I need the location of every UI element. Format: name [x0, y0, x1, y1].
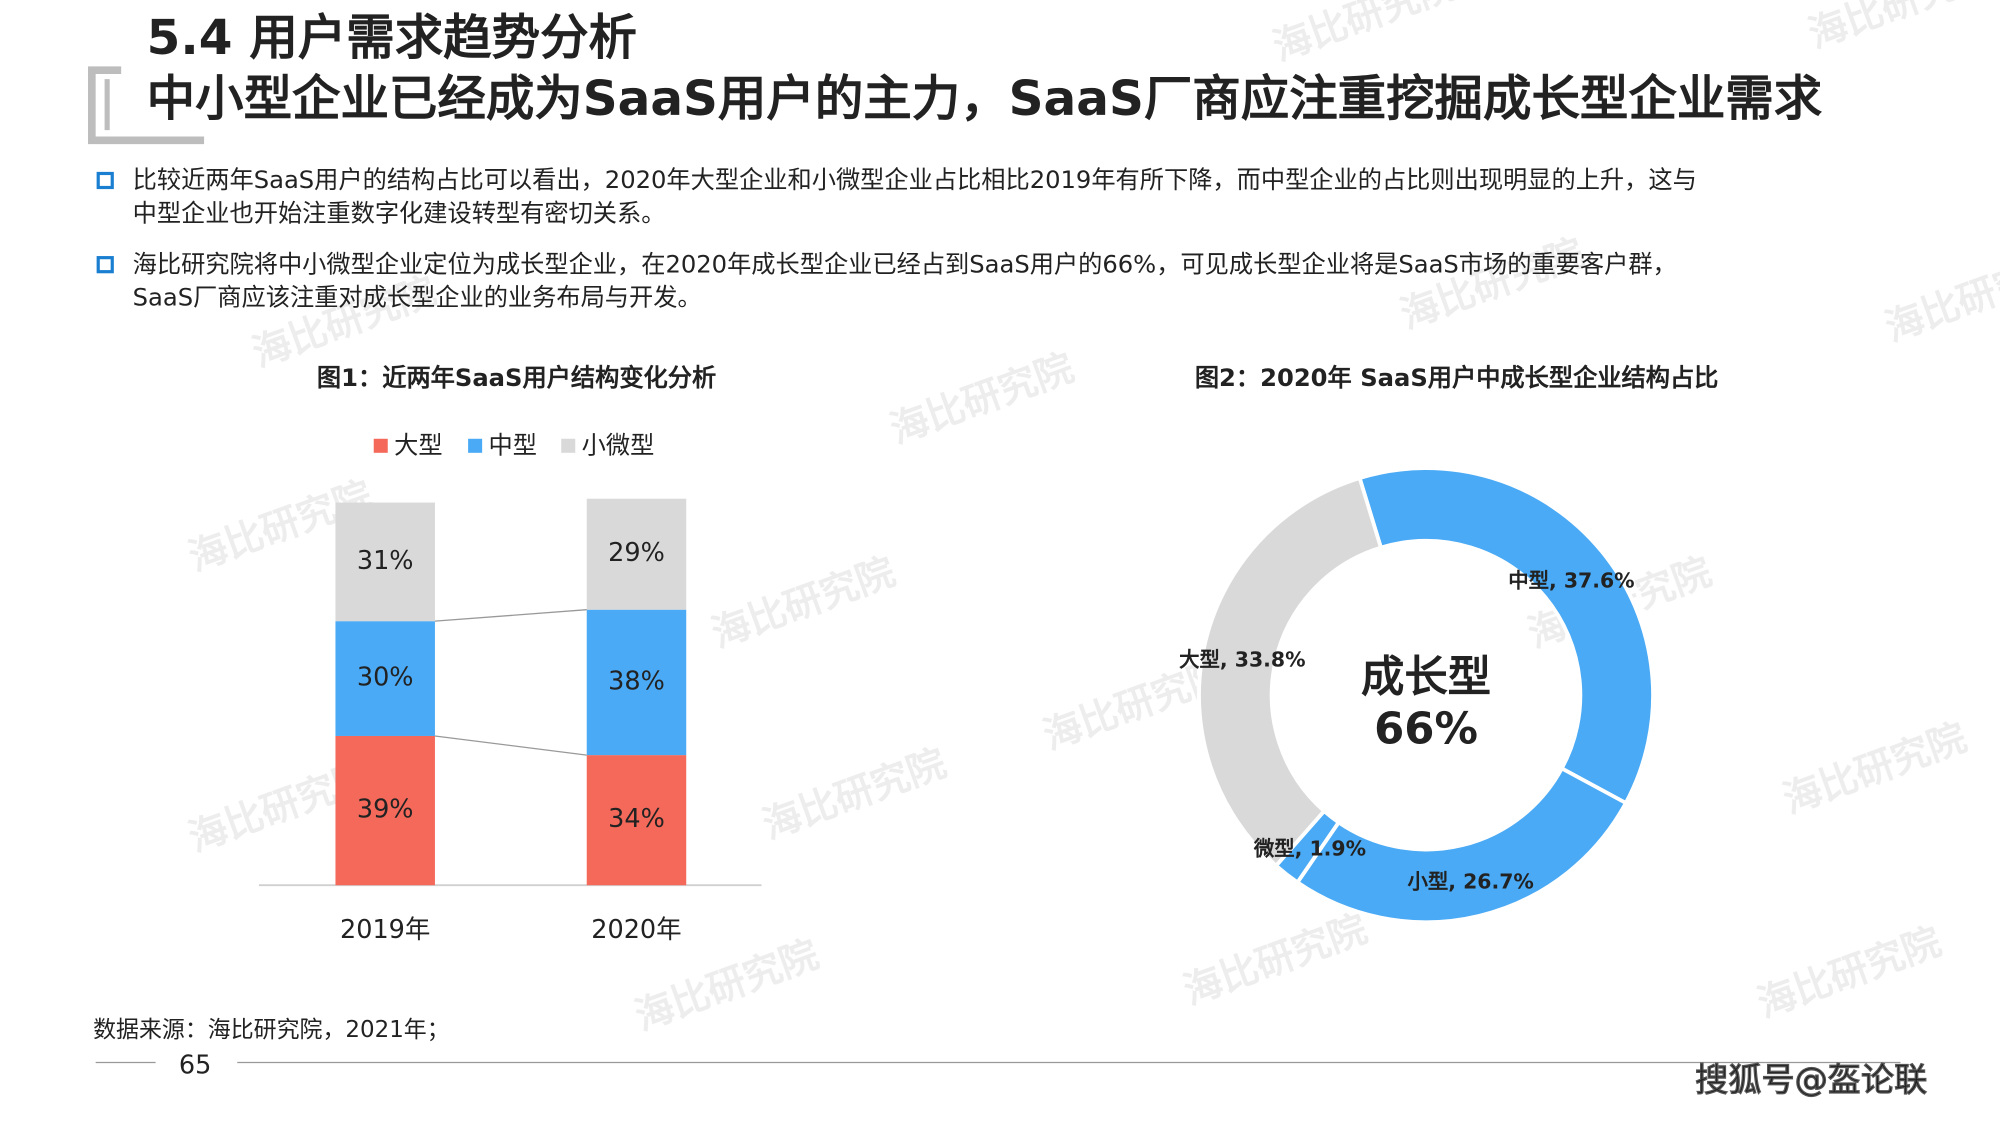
headline: 中小型企业已经成为SaaS用户的主力，SaaS厂商应注重挖掘成长型企业需求 — [147, 71, 1823, 127]
page-number: 65 — [179, 1050, 211, 1080]
x-tick-label: 2020年 — [591, 915, 681, 945]
center-value: 66% — [1374, 705, 1478, 755]
legend-swatch — [373, 438, 388, 453]
data-label: 大型, 33.8% — [1179, 648, 1305, 672]
title-bracket — [88, 66, 205, 145]
bullet-marker — [96, 171, 114, 190]
bullet-text: 海比研究院将中小微型企业定位为成长型企业，在2020年成长型企业已经占到SaaS… — [133, 250, 1677, 278]
bar-segment — [335, 735, 435, 886]
data-label: 31% — [357, 546, 414, 576]
connector — [434, 609, 587, 622]
x-tick-label: 2019年 — [340, 915, 430, 945]
bullet-text: SaaS厂商应该注重对成长型企业的业务布局与开发。 — [133, 283, 702, 311]
donut-segment — [1357, 466, 1655, 806]
source-note: 数据来源：海比研究院，2021年； — [93, 1017, 450, 1043]
chart-title: 图2：2020年 SaaS用户中成长型企业结构占比 — [1195, 364, 1719, 392]
data-label: 38% — [608, 666, 665, 696]
section-title: 5.4 用户需求趋势分析 — [147, 10, 637, 66]
footer-mark: 搜狐号@盔论联 — [1695, 1060, 1927, 1099]
bullet-text: 比较近两年SaaS用户的结构占比可以看出，2020年大型企业和小微型企业占比相比… — [133, 166, 1697, 194]
donut-segment — [1294, 765, 1629, 925]
legend-label: 小微型 — [582, 431, 655, 459]
data-label: 中型, 37.6% — [1508, 569, 1634, 593]
data-label: 39% — [357, 795, 414, 825]
donut-segment — [1197, 475, 1384, 869]
data-label: 微型, 1.9% — [1253, 836, 1366, 860]
legend-label: 中型 — [489, 431, 537, 459]
data-label: 29% — [608, 538, 665, 568]
bar-segment — [335, 621, 435, 736]
bullet-text: 中型企业也开始注重数字化建设转型有密切关系。 — [133, 199, 666, 227]
center-label: 成长型 — [1361, 652, 1491, 702]
connector — [434, 735, 587, 756]
bar-segment — [586, 498, 687, 610]
legend-swatch — [561, 438, 576, 453]
data-label: 小型, 26.7% — [1407, 870, 1533, 894]
bar-segment — [335, 502, 435, 622]
bullet-marker — [96, 256, 114, 274]
legend-label: 大型 — [394, 431, 442, 459]
bar-segment — [586, 609, 687, 756]
bar-segment — [586, 755, 687, 886]
legend-swatch — [468, 438, 483, 453]
data-label: 30% — [357, 663, 414, 693]
data-label: 34% — [608, 804, 665, 834]
chart-title: 图1：近两年SaaS用户结构变化分析 — [317, 364, 716, 392]
